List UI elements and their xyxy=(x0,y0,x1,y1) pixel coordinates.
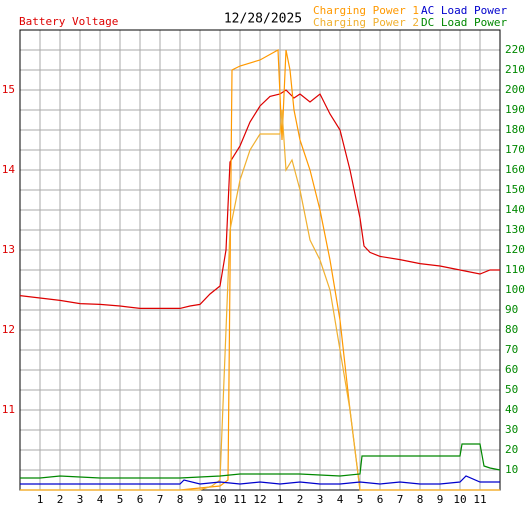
x-tick-label: 12 xyxy=(253,493,266,506)
y2-tick-label: 60 xyxy=(505,363,518,376)
x-tick-label: 1 xyxy=(277,493,284,506)
y-tick-label: 15 xyxy=(2,83,15,96)
y2-tick-label: 100 xyxy=(505,283,525,296)
series-line xyxy=(20,49,500,491)
y2-tick-label: 200 xyxy=(505,83,525,96)
x-tick-label: 7 xyxy=(157,493,164,506)
y2-tick-label: 210 xyxy=(505,63,525,76)
x-tick-label: 4 xyxy=(337,493,344,506)
x-tick-label: 6 xyxy=(377,493,384,506)
y2-tick-label: 170 xyxy=(505,143,525,156)
y2-tick-label: 40 xyxy=(505,403,518,416)
x-tick-label: 7 xyxy=(397,493,404,506)
left-axis-title: Battery Voltage xyxy=(19,15,118,28)
y2-tick-label: 110 xyxy=(505,263,525,276)
y-tick-label: 13 xyxy=(2,243,15,256)
plot-border xyxy=(19,29,501,491)
chart-title: 12/28/2025 xyxy=(224,12,302,27)
series-line xyxy=(20,443,501,479)
x-tick-label: 6 xyxy=(137,493,144,506)
y-tick-label: 11 xyxy=(2,403,15,416)
x-tick-label: 8 xyxy=(417,493,424,506)
series-line xyxy=(20,475,500,485)
x-tick-label: 3 xyxy=(317,493,324,506)
y2-tick-label: 160 xyxy=(505,163,525,176)
x-tick-label: 11 xyxy=(473,493,486,506)
legend-entry: Charging Power 2 xyxy=(313,16,419,29)
x-tick-label: 10 xyxy=(453,493,466,506)
x-tick-label: 8 xyxy=(177,493,184,506)
y2-tick-label: 70 xyxy=(505,343,518,356)
x-tick-label: 5 xyxy=(357,493,364,506)
x-tick-label: 1 xyxy=(37,493,44,506)
y2-tick-label: 20 xyxy=(505,443,518,456)
y2-tick-label: 80 xyxy=(505,323,518,336)
y2-tick-label: 90 xyxy=(505,303,518,316)
x-tick-label: 10 xyxy=(213,493,226,506)
y2-tick-label: 130 xyxy=(505,223,525,236)
x-tick-label: 4 xyxy=(97,493,104,506)
x-tick-label: 9 xyxy=(437,493,444,506)
x-tick-label: 2 xyxy=(297,493,304,506)
x-tick-label: 3 xyxy=(77,493,84,506)
y-tick-label: 12 xyxy=(2,323,15,336)
y2-tick-label: 220 xyxy=(505,43,525,56)
y2-tick-label: 10 xyxy=(505,463,518,476)
x-tick-label: 11 xyxy=(233,493,246,506)
x-tick-label: 5 xyxy=(117,493,124,506)
y2-tick-label: 180 xyxy=(505,123,525,136)
y2-tick-label: 140 xyxy=(505,203,525,216)
legend-entry: Charging Power 1 xyxy=(313,4,419,17)
x-tick-label: 9 xyxy=(197,493,204,506)
y2-tick-label: 30 xyxy=(505,423,518,436)
y2-tick-label: 150 xyxy=(505,183,525,196)
y2-tick-label: 190 xyxy=(505,103,525,116)
legend-entry: AC Load Power xyxy=(421,4,507,17)
y-tick-label: 14 xyxy=(2,163,16,176)
y2-tick-label: 50 xyxy=(505,383,518,396)
legend-entry: DC Load Power xyxy=(421,16,507,29)
x-tick-label: 2 xyxy=(57,493,64,506)
y2-tick-label: 120 xyxy=(505,243,525,256)
